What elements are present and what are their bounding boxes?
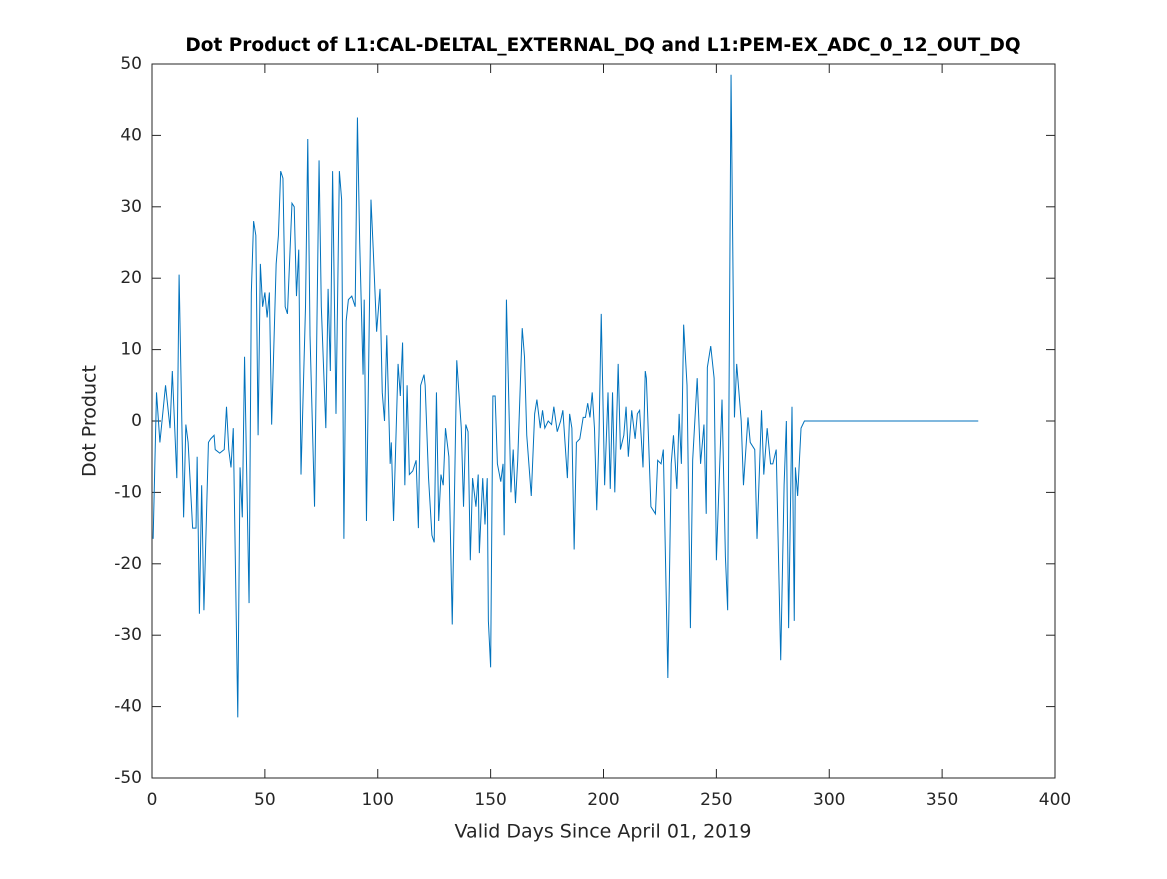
y-tick-label: 10 bbox=[120, 340, 142, 360]
y-tick-label: -10 bbox=[114, 482, 142, 502]
x-tick-label: 0 bbox=[147, 790, 158, 810]
x-tick-label: 350 bbox=[926, 790, 958, 810]
y-tick-label: 20 bbox=[120, 268, 142, 288]
x-tick-label: 400 bbox=[1039, 790, 1071, 810]
y-tick-label: 30 bbox=[120, 197, 142, 217]
x-tick-label: 150 bbox=[474, 790, 506, 810]
y-tick-label: 50 bbox=[120, 54, 142, 74]
x-tick-label: 50 bbox=[254, 790, 276, 810]
x-tick-label: 200 bbox=[587, 790, 619, 810]
x-tick-label: 100 bbox=[362, 790, 394, 810]
chart-title: Dot Product of L1:CAL-DELTAL_EXTERNAL_DQ… bbox=[185, 35, 1020, 56]
y-tick-label: -40 bbox=[114, 697, 142, 717]
y-axis-label: Dot Product bbox=[79, 365, 101, 477]
data-line bbox=[152, 74, 979, 718]
y-tick-label: -50 bbox=[114, 768, 142, 788]
x-tick-label: 250 bbox=[700, 790, 732, 810]
y-tick-label: 40 bbox=[120, 125, 142, 145]
x-tick-label: 300 bbox=[813, 790, 845, 810]
y-tick-label: -30 bbox=[114, 625, 142, 645]
y-tick-label: -20 bbox=[114, 554, 142, 574]
y-tick-label: 0 bbox=[131, 411, 142, 431]
x-axis-label: Valid Days Since April 01, 2019 bbox=[455, 821, 752, 843]
